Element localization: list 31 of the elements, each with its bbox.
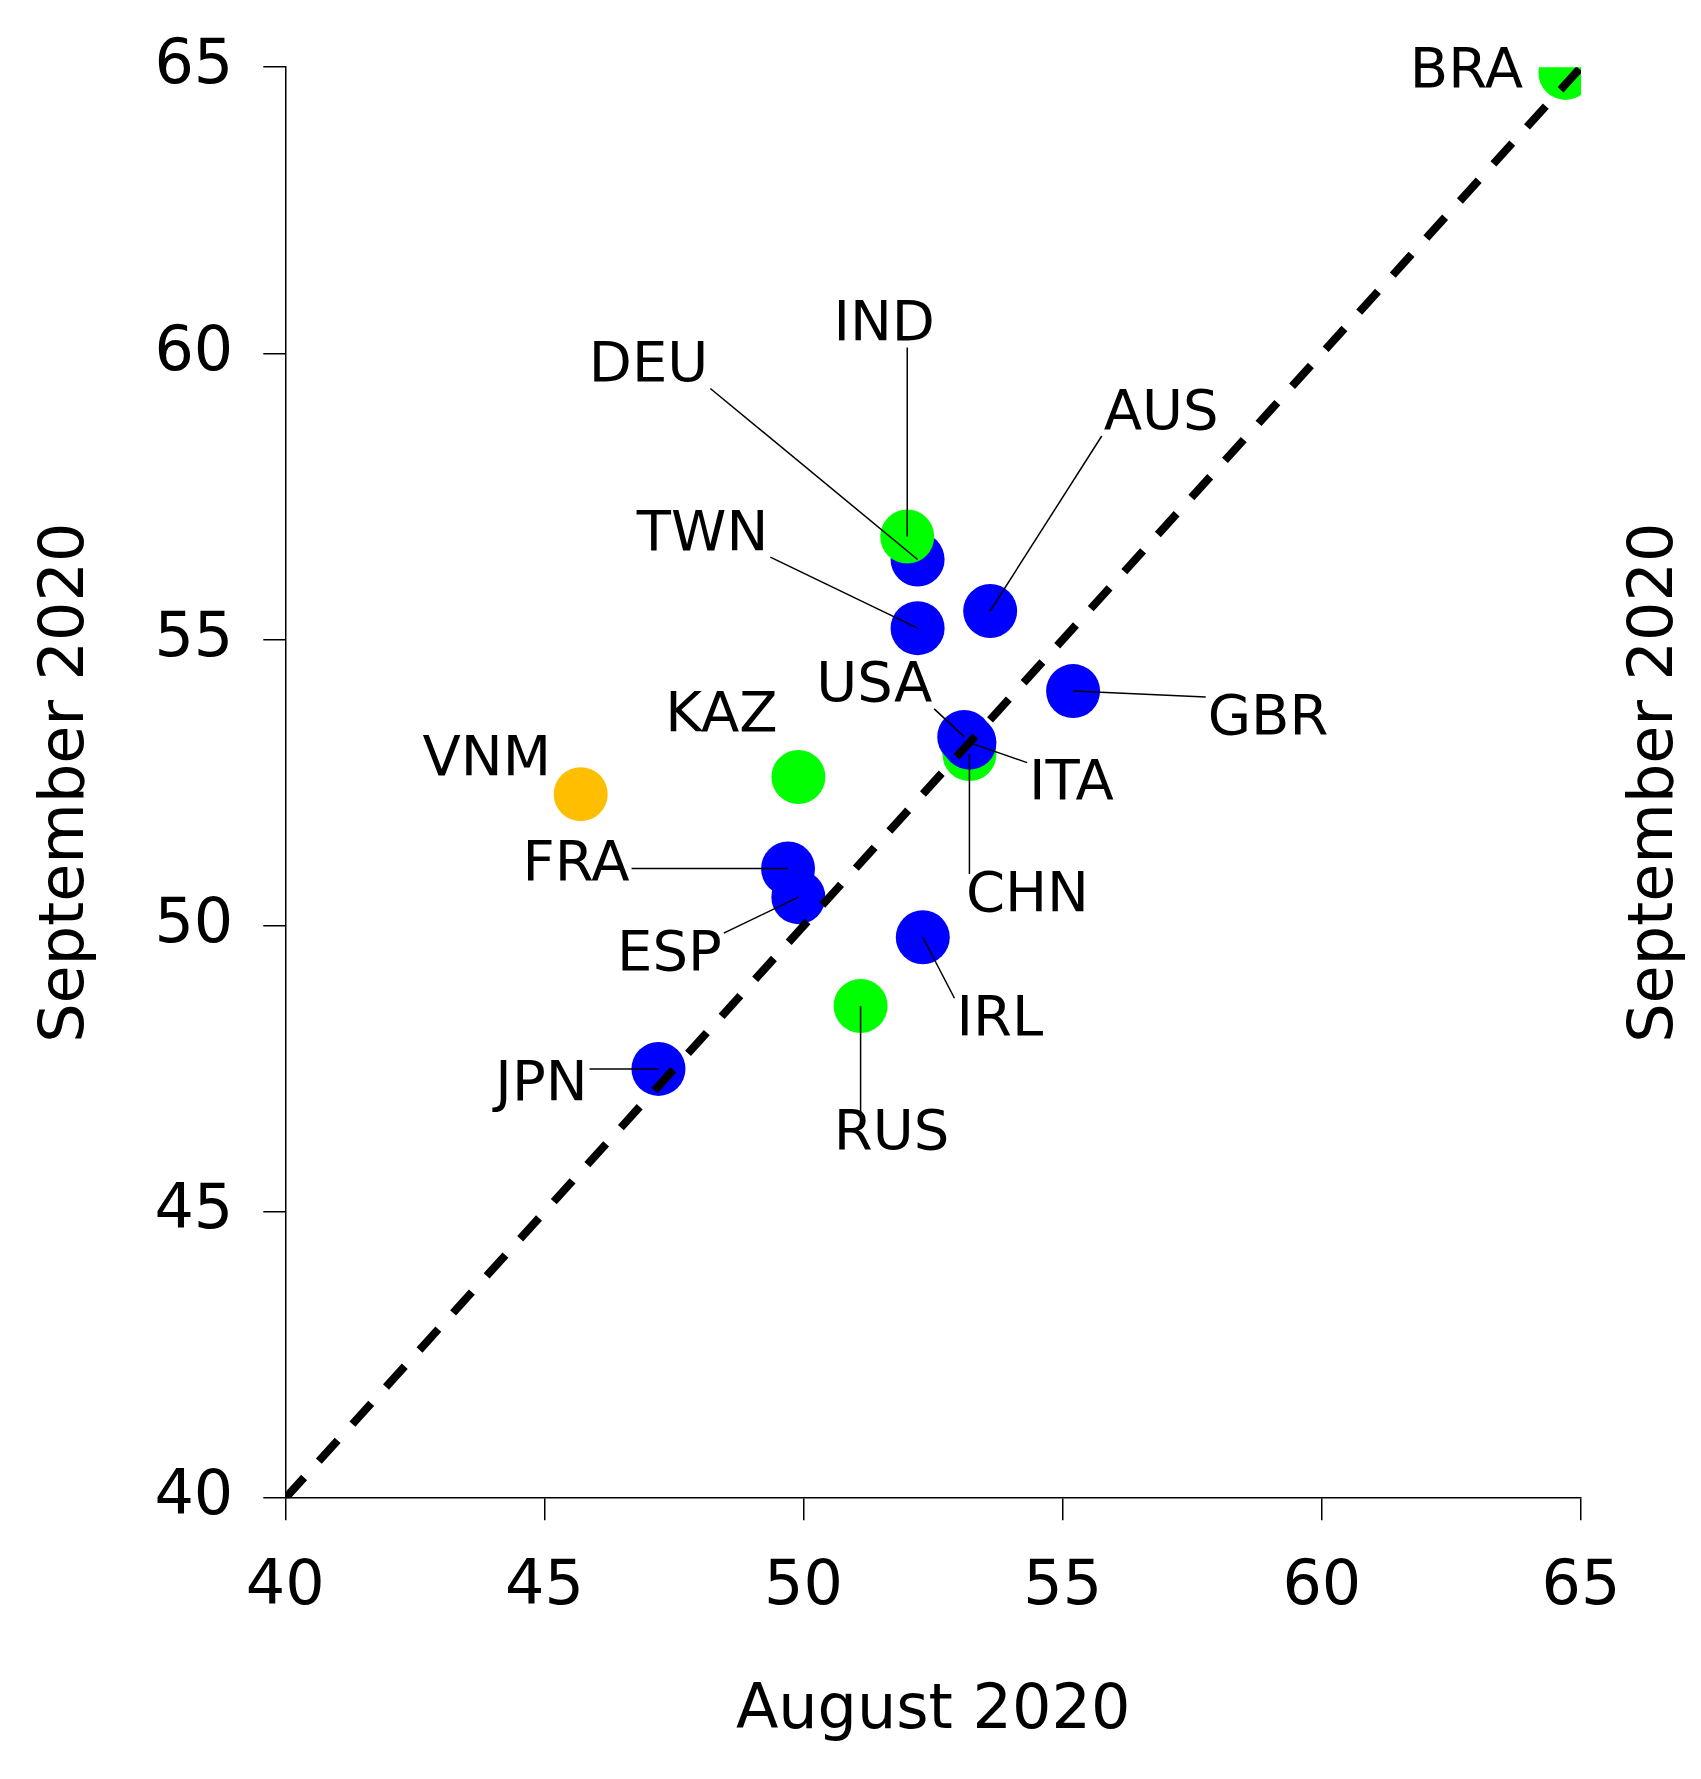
x-tick-label: 60 [1282,1545,1362,1619]
y-tick-label: 45 [154,1170,234,1244]
y-tick-label: 65 [154,25,234,99]
y-axis-title: September 2020 [25,522,99,1043]
series-label: IRL [956,982,1044,1048]
series-label: VNM [422,722,551,788]
y-tick-label: 50 [154,883,234,957]
x-tick-label: 40 [245,1545,325,1619]
x-tick-label: 50 [764,1545,844,1619]
text: AUS [1103,376,1219,442]
series-label: USA [816,649,933,715]
series-label: ITA [1029,747,1114,813]
x-axis-title: August 2020 [735,1669,1131,1743]
x-tick-label: 45 [504,1545,584,1619]
series-label: BRA [1409,35,1524,101]
series-label: JPN [492,1048,588,1114]
text: DEU [588,329,709,395]
text: FRA [522,828,630,894]
x-tick-label: 55 [1023,1545,1103,1619]
text: IND [833,288,935,354]
y2-axis-title: September 2020 [1614,522,1688,1043]
series-label: CHN [965,858,1089,924]
series-label: ESP [617,917,722,983]
series-label: RUS [833,1097,950,1163]
text: TWN [635,497,769,563]
y-tick-label: 40 [154,1456,234,1530]
y-tick-label: 55 [154,597,234,671]
y-tick-label: 60 [154,311,234,385]
x-tick-label: 65 [1541,1545,1621,1619]
series-label: GBR [1207,681,1329,747]
series-label: KAZ [665,678,778,744]
